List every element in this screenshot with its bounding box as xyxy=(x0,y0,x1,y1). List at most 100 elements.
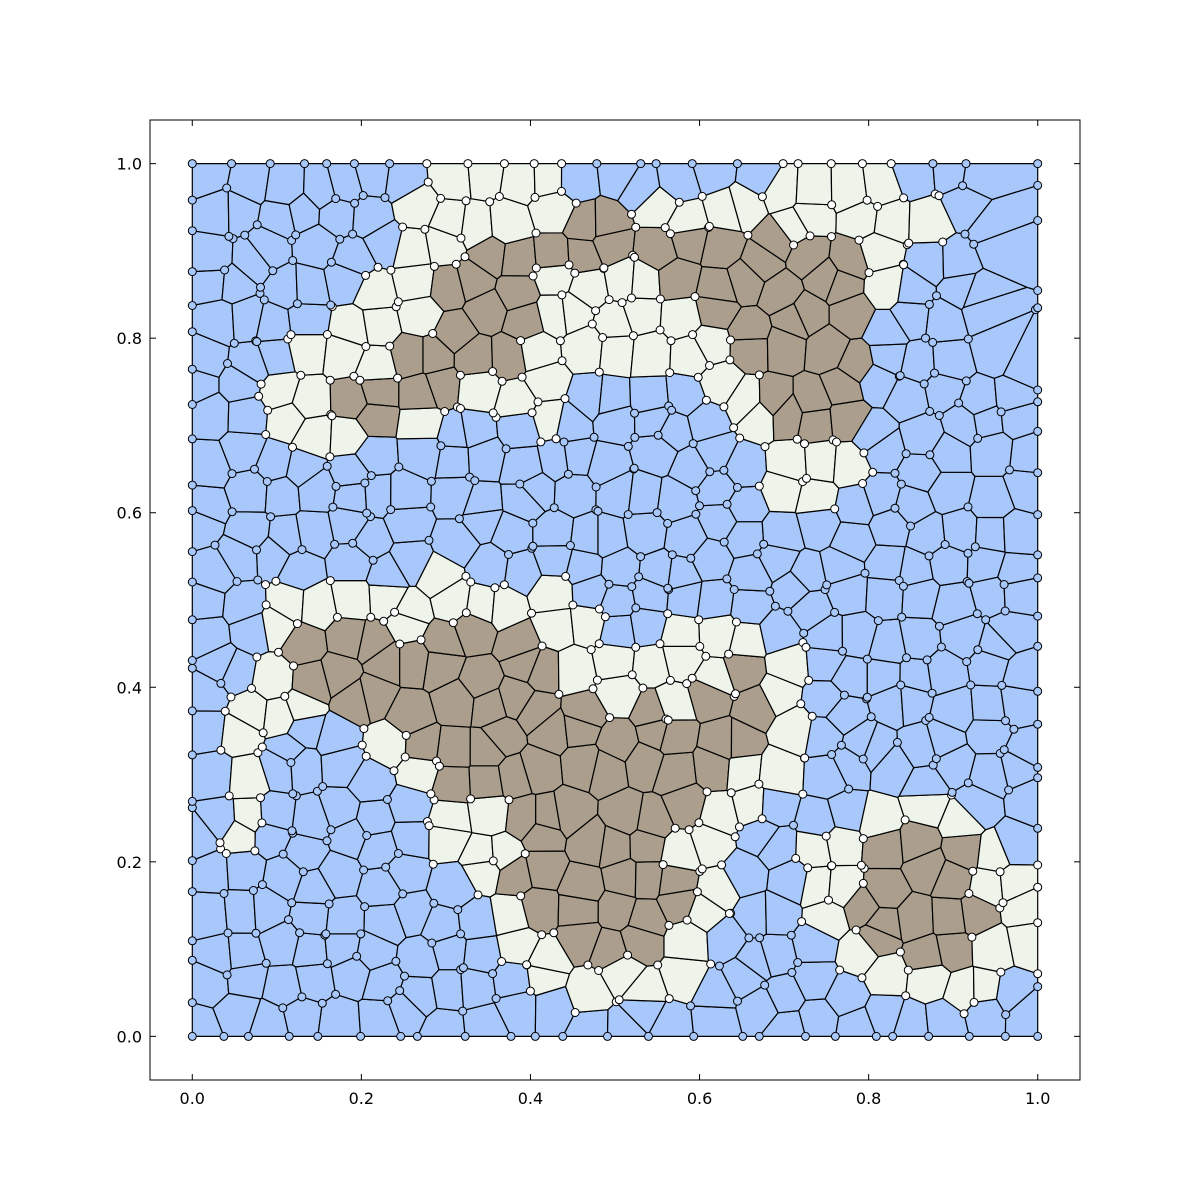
voronoi-node xyxy=(638,683,648,693)
voronoi-node xyxy=(705,361,714,370)
voronoi-node xyxy=(278,849,288,859)
voronoi-node xyxy=(797,917,807,927)
voronoi-node xyxy=(533,397,543,407)
voronoi-node xyxy=(295,928,305,938)
voronoi-node xyxy=(348,538,358,548)
voronoi-node xyxy=(251,928,261,938)
voronoi-node xyxy=(256,793,265,803)
voronoi-node xyxy=(226,692,236,702)
voronoi-node xyxy=(250,464,259,474)
voronoi-node xyxy=(854,235,864,245)
voronoi-node xyxy=(1033,303,1043,313)
voronoi-node xyxy=(695,641,705,651)
voronoi-node xyxy=(252,337,262,347)
voronoi-node xyxy=(224,231,234,241)
voronoi-node xyxy=(187,706,197,716)
voronoi-node xyxy=(491,994,501,1003)
voronoi-node xyxy=(783,606,793,616)
voronoi-node xyxy=(628,331,638,341)
voronoi-node xyxy=(561,571,571,581)
voronoi-cell-brown xyxy=(435,724,471,768)
voronoi-node xyxy=(455,370,465,380)
voronoi-node xyxy=(599,263,609,273)
voronoi-node xyxy=(830,1031,840,1041)
voronoi-node xyxy=(520,849,530,859)
voronoi-node xyxy=(252,220,262,230)
voronoi-cell-white xyxy=(825,826,864,867)
voronoi-node xyxy=(456,233,466,243)
voronoi-node xyxy=(600,612,610,622)
voronoi-node xyxy=(390,607,400,617)
voronoi-node xyxy=(901,991,911,1001)
voronoi-node xyxy=(1033,468,1043,478)
voronoi-node xyxy=(257,818,267,828)
voronoi-node xyxy=(594,604,604,614)
voronoi-node xyxy=(389,766,399,776)
voronoi-node xyxy=(838,646,847,656)
voronoi-node xyxy=(227,507,237,517)
x-tick-label: 1.0 xyxy=(1025,1089,1050,1108)
voronoi-node xyxy=(416,635,426,645)
voronoi-node xyxy=(858,754,868,764)
voronoi-node xyxy=(506,1031,516,1041)
voronoi-node xyxy=(598,333,608,342)
voronoi-node xyxy=(826,159,836,169)
voronoi-node xyxy=(284,915,293,925)
voronoi-node xyxy=(412,1031,422,1041)
voronoi-node xyxy=(722,574,732,584)
voronoi-node xyxy=(250,846,260,856)
voronoi-node xyxy=(963,778,973,788)
voronoi-node xyxy=(247,683,256,693)
voronoi-node xyxy=(1033,573,1043,583)
voronoi-node xyxy=(456,404,465,413)
voronoi-node xyxy=(694,615,704,625)
voronoi-node xyxy=(210,540,220,550)
voronoi-node xyxy=(381,862,391,872)
voronoi-node xyxy=(525,986,535,996)
voronoi-cell-blue xyxy=(191,891,228,942)
voronoi-node xyxy=(892,737,902,747)
voronoi-node xyxy=(636,552,646,562)
voronoi-node xyxy=(604,295,614,305)
voronoi-node xyxy=(927,688,937,698)
voronoi-node xyxy=(663,715,673,725)
voronoi-node xyxy=(187,887,197,897)
voronoi-node xyxy=(571,198,581,208)
voronoi-node xyxy=(1033,969,1043,979)
voronoi-node xyxy=(856,860,866,870)
voronoi-node xyxy=(660,223,670,233)
voronoi-node xyxy=(836,740,846,750)
voronoi-node xyxy=(436,441,446,451)
voronoi-node xyxy=(969,239,979,249)
voronoi-node xyxy=(702,787,712,797)
voronoi-node xyxy=(349,371,359,381)
voronoi-node xyxy=(796,699,806,709)
voronoi-node xyxy=(394,462,404,472)
voronoi-node xyxy=(456,929,466,939)
voronoi-node xyxy=(458,1006,468,1016)
voronoi-node xyxy=(900,815,910,825)
voronoi-node xyxy=(325,576,335,586)
voronoi-node xyxy=(593,506,603,516)
voronoi-node xyxy=(1033,510,1043,520)
voronoi-node xyxy=(259,295,269,305)
voronoi-node xyxy=(268,266,278,276)
voronoi-node xyxy=(379,616,389,626)
voronoi-node xyxy=(330,539,340,549)
voronoi-node xyxy=(227,469,237,479)
voronoi-node xyxy=(530,192,540,202)
voronoi-node xyxy=(504,550,513,559)
voronoi-node xyxy=(1033,1031,1043,1041)
voronoi-node xyxy=(627,293,636,303)
voronoi-node xyxy=(666,336,676,346)
voronoi-node xyxy=(996,407,1006,417)
voronoi-node xyxy=(428,859,438,869)
voronoi-node xyxy=(832,437,841,447)
voronoi-node xyxy=(361,342,371,351)
y-tick-label: 0.4 xyxy=(117,678,142,697)
voronoi-node xyxy=(1033,686,1043,696)
voronoi-cells xyxy=(191,163,1039,1037)
voronoi-node xyxy=(958,181,968,191)
voronoi-node xyxy=(789,240,799,250)
